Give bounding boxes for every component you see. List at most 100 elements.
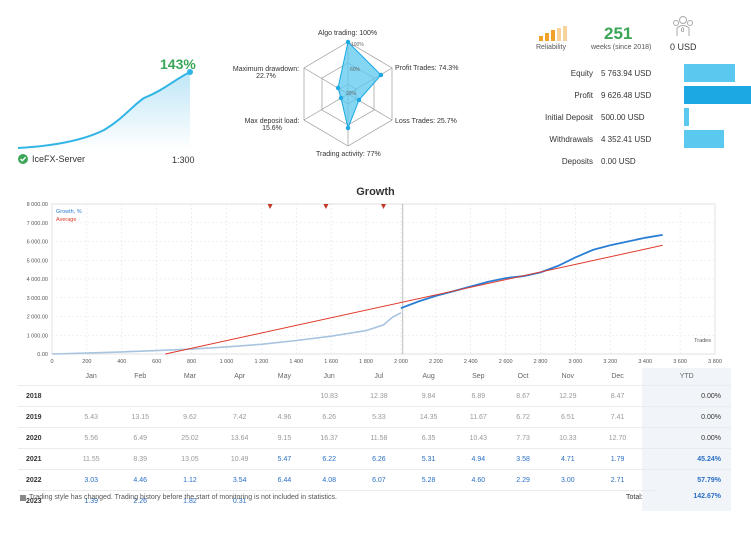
month-cell: 6.51 xyxy=(542,406,593,428)
stat-bar-withdrawals xyxy=(684,130,724,148)
month-cell: 5.43 xyxy=(67,406,116,428)
stat-row-initial-deposit: Initial Deposit 500.00 USD xyxy=(488,106,751,128)
legend-growth: Growth, % xyxy=(56,209,82,215)
stat-name: Deposits xyxy=(561,156,593,166)
month-cell: 6.89 xyxy=(453,385,504,407)
month-cell: 1.12 xyxy=(165,469,215,491)
x-tick-label: 3 000 xyxy=(569,359,583,365)
mini-growth-end-dot xyxy=(187,69,193,75)
month-cell: 6.22 xyxy=(304,448,355,470)
stat-row-equity: Equity 5 763.94 USD xyxy=(488,62,751,84)
radar-label-profit-trades: Profit Trades: 74.3% xyxy=(395,65,459,72)
radar-point-loss xyxy=(356,97,362,103)
x-tick-label: 3 600 xyxy=(673,359,687,365)
growth-chart[interactable]: 0.00 1 000.00 2 000.00 3 000.00 4 000.00 5 00… xyxy=(0,198,751,368)
radar-label-drawdown: Maximum drawdown: 22.7% xyxy=(226,66,306,80)
table-row[interactable]: 2020 5.56 6.49 25.02 13.64 9.15 16.37 11.58 6.35… xyxy=(18,427,731,449)
total-value: 142.67% xyxy=(656,489,731,505)
y-tick-label: 8 000.00 xyxy=(27,202,48,208)
stat-row-deposits: Deposits 0.00 USD xyxy=(488,150,751,172)
table-row[interactable]: 2022 3.03 4.46 1.12 3.54 6.44 4.08 6.07 5.28 4.60… xyxy=(18,469,731,491)
month-cell: 3.58 xyxy=(503,448,543,470)
x-tick-label: 2 600 xyxy=(499,359,513,365)
total-label: Total: xyxy=(626,494,643,501)
month-cell: 9.62 xyxy=(165,406,215,428)
server-name: IceFX-Server xyxy=(32,154,86,164)
month-cell: 6.72 xyxy=(503,406,543,428)
month-cell: 12.70 xyxy=(592,427,643,449)
stat-name: Withdrawals xyxy=(549,134,593,144)
table-header-month: Mar xyxy=(183,373,196,380)
year-cell: 2021 xyxy=(18,448,67,470)
table-header-month: Jul xyxy=(374,373,384,380)
month-cell: 6.26 xyxy=(304,406,355,428)
month-cell xyxy=(503,490,543,511)
table-row[interactable]: 2019 5.43 13.15 9.62 7.42 4.96 6.26 5.33 14.35 11… xyxy=(18,406,731,428)
x-tick-label: 800 xyxy=(187,359,196,365)
month-cell: 2.29 xyxy=(503,469,543,491)
verified-check-icon xyxy=(18,154,28,164)
radar-label-activity: Trading activity: 77% xyxy=(316,151,381,158)
table-header-month: Oct xyxy=(517,373,529,380)
month-cell: 11.55 xyxy=(67,448,116,470)
month-cell: 25.02 xyxy=(165,427,215,449)
year-cell: 2018 xyxy=(18,385,67,407)
radar-ring-label-60: 60% xyxy=(350,67,361,73)
x-tick-label: 2 200 xyxy=(429,359,443,365)
table-row[interactable]: 2018 10.83 12.38 9.84 6.89 8.67 12.29 8.47 0.00% xyxy=(18,385,731,407)
month-cell: 4.08 xyxy=(304,469,355,491)
x-tick-label: 2 400 xyxy=(464,359,478,365)
radar-ring-label-100: 100% xyxy=(351,42,364,48)
x-tick-label: 0 xyxy=(50,359,53,365)
radar-chart: 100% 60% 20% xyxy=(303,39,393,147)
x-tick-label: 1 000 xyxy=(220,359,234,365)
x-tick-label: 400 xyxy=(117,359,126,365)
stat-bar-equity xyxy=(684,64,736,82)
x-tick-label: 1 200 xyxy=(254,359,268,365)
month-cell xyxy=(542,490,593,511)
table-row[interactable]: 2021 11.55 8.39 13.05 10.49 5.47 6.22 6.26 5.31 4… xyxy=(18,448,731,470)
month-cell xyxy=(165,385,215,407)
month-cell: 3.00 xyxy=(542,469,593,491)
month-cell: 0.31 xyxy=(214,490,265,511)
event-marker-icon xyxy=(267,204,273,209)
month-cell: 11.67 xyxy=(453,406,504,428)
month-cell: 9.15 xyxy=(264,427,305,449)
year-cell: 2022 xyxy=(18,469,67,491)
month-cell: 4.94 xyxy=(453,448,504,470)
stat-value: 4 352.41 USD xyxy=(601,134,652,144)
month-cell: 1.79 xyxy=(592,448,643,470)
y-tick-label: 1 000.00 xyxy=(27,333,48,339)
ytd-cell: 0.00% xyxy=(642,427,731,449)
year-cell: 2019 xyxy=(18,406,67,428)
table-header-month: May xyxy=(277,373,292,380)
subscribers-icon[interactable]: 0 xyxy=(672,14,694,40)
month-cell: 5.28 xyxy=(403,469,454,491)
ytd-cell: 45.24% xyxy=(642,448,731,470)
ytd-cell: 0.00% xyxy=(642,385,731,407)
table-header-month: Feb xyxy=(134,373,147,380)
svg-text:0: 0 xyxy=(681,28,685,34)
month-cell: 13.05 xyxy=(165,448,215,470)
growth-title: Growth xyxy=(356,186,395,198)
month-cell: 16.37 xyxy=(304,427,355,449)
mini-growth-chart xyxy=(17,69,193,150)
radar-label-deposit-load-value: 15.6% xyxy=(262,125,282,132)
radar-point-algo xyxy=(345,39,351,45)
radar-label-algo: Algo trading: 100% xyxy=(318,30,378,37)
radar-point-activity xyxy=(345,125,351,131)
server-info[interactable]: IceFX-Server xyxy=(18,154,85,164)
month-cell: 6.49 xyxy=(115,427,166,449)
stat-value: 500.00 USD xyxy=(601,112,645,122)
year-cell: 2023 xyxy=(18,490,67,511)
month-cell: 7.41 xyxy=(592,406,643,428)
month-cell: 1.39 xyxy=(67,490,116,511)
month-cell: 5.47 xyxy=(264,448,305,470)
month-cell: 14.35 xyxy=(403,406,454,428)
month-cell: 8.67 xyxy=(503,385,543,407)
month-cell: 6.44 xyxy=(264,469,305,491)
subscribers-value: 0 USD xyxy=(670,42,697,52)
table-header-month: Aug xyxy=(422,373,435,380)
reliability-icon[interactable] xyxy=(539,26,567,42)
table-header-year xyxy=(18,368,67,386)
